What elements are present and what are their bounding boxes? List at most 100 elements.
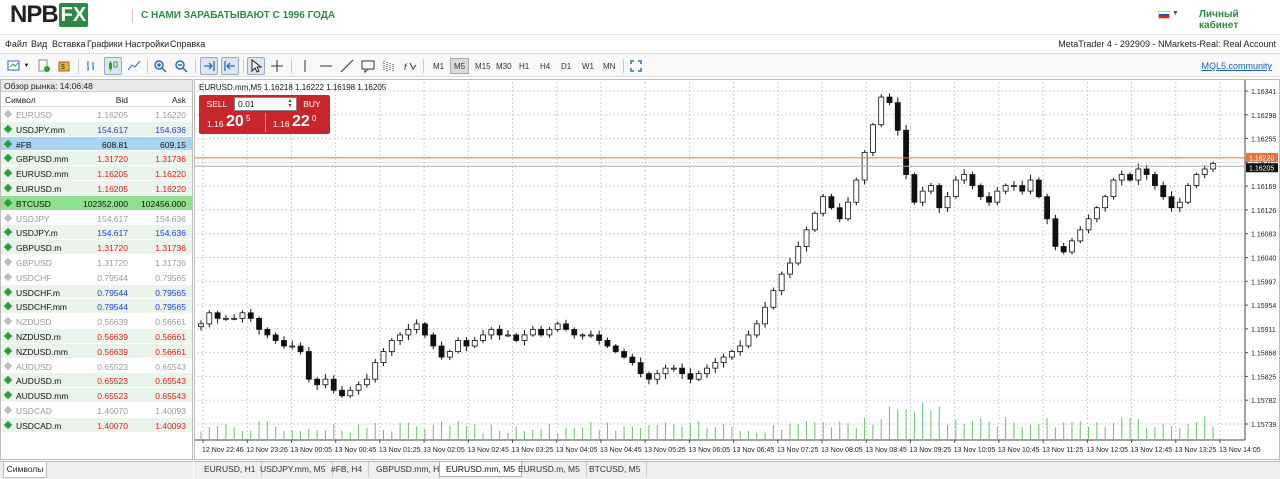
chart-ohlc-header: EURUSD.mm,M5 1.16218 1.16222 1.16198 1.1… — [199, 83, 387, 92]
profiles-icon[interactable] — [35, 57, 53, 75]
candle-body — [446, 351, 453, 358]
timeframe-m1[interactable]: M1 — [433, 62, 445, 71]
symbol-name: GBPUSD — [16, 257, 52, 268]
x-tick-label: 13 Nov 10:05 — [954, 447, 996, 454]
text-label-icon[interactable] — [359, 57, 377, 75]
col-ask[interactable]: Ask — [171, 95, 186, 105]
market-watch-row[interactable]: GBPUSD.mm 1.31720 1.31736 — [1, 151, 192, 167]
timeframe-w1[interactable]: W1 — [582, 62, 594, 71]
market-watch-row[interactable]: USDCAD 1.40070 1.40093 — [1, 402, 192, 418]
market-watch-row[interactable]: NZDUSD.m 0.56639 0.56661 — [1, 328, 192, 344]
timeframe-d1[interactable]: D1 — [561, 62, 572, 71]
menu-file[interactable]: Файл — [5, 39, 28, 49]
market-watch-row[interactable]: USDCHF.mm 0.79544 0.79565 — [1, 299, 192, 315]
market-watch-row[interactable]: EURUSD.mm 1.16205 1.16220 — [1, 166, 192, 181]
market-watch-row[interactable]: USDCAD.m 1.40070 1.40093 — [1, 417, 192, 433]
market-watch-row[interactable]: USDCHF 0.79544 0.79565 — [1, 269, 192, 285]
npbfx-logo[interactable]: NPB FX — [10, 1, 89, 28]
price-chart[interactable]: 12 Nov 22:46 12 Nov 23:26 13 Nov 00:05 13 N… — [195, 80, 1279, 459]
zoom-in-icon[interactable] — [151, 57, 169, 75]
lot-stepper[interactable]: ▲ ▼ — [287, 98, 293, 109]
market-watch-row[interactable]: AUDUSD.m 0.65523 0.65543 — [1, 373, 192, 389]
chart-tab[interactable]: BTCUSD, M5 — [583, 462, 648, 477]
symbol-status-icon — [3, 154, 13, 163]
buy-button[interactable]: BUY — [303, 99, 321, 109]
ask-price: 154.636 — [155, 124, 186, 135]
lot-size-input[interactable]: 0.01 ▲ ▼ — [234, 97, 297, 111]
menu-settings[interactable]: Настройки — [125, 39, 170, 49]
auto-scroll-icon[interactable] — [200, 57, 218, 75]
mql5-community-link[interactable]: MQL5.community — [1201, 61, 1272, 71]
y-tick-label: 1.15911 — [1251, 327, 1276, 334]
personal-cabinet-link[interactable]: Личный кабинет — [1199, 9, 1239, 31]
fibonacci-icon[interactable] — [380, 57, 398, 75]
market-watch-row[interactable]: USDCHF.m 0.79544 0.79565 — [1, 284, 192, 300]
tab-symbols[interactable]: Символы — [3, 462, 47, 478]
candle-body — [944, 196, 951, 209]
candle-body — [1027, 179, 1034, 192]
timeframe-m5[interactable]: M5 — [450, 58, 470, 74]
bar-chart-icon[interactable] — [83, 57, 101, 75]
fullscreen-icon[interactable] — [627, 57, 645, 75]
chevron-down-icon[interactable]: ▼ — [23, 63, 30, 69]
zoom-out-icon[interactable] — [172, 57, 190, 75]
market-watch-row[interactable]: AUDUSD 0.65523 0.65543 — [1, 358, 192, 374]
y-tick-label: 1.16169 — [1251, 184, 1276, 191]
vertical-line-icon[interactable] — [296, 57, 314, 75]
candle-body — [339, 389, 345, 397]
chart-tabs: EURUSD, H1 USDJPY.mm, M5 #FB, H4 GBPUSD.mm,… — [194, 461, 1280, 479]
timeframe-h1[interactable]: H1 — [519, 62, 530, 71]
candle-body — [679, 367, 686, 375]
market-watch-row[interactable]: NZDUSD.mm 0.56639 0.56661 — [1, 343, 192, 359]
chart-tab[interactable]: EURUSD.m, M5 — [512, 462, 587, 477]
chart-tab[interactable]: EURUSD, H1 — [198, 462, 263, 477]
chart-window[interactable]: 12 Nov 22:46 12 Nov 23:26 13 Nov 00:05 13 N… — [194, 79, 1280, 460]
ru-flag-icon[interactable] — [1158, 11, 1170, 19]
market-watch-row[interactable]: USDJPY 154.617 154.636 — [1, 210, 192, 226]
col-bid[interactable]: Bid — [115, 95, 128, 105]
menu-insert[interactable]: Вставка — [52, 39, 86, 49]
market-watch-icon[interactable]: $ — [56, 57, 74, 75]
crosshair-icon[interactable] — [268, 57, 286, 75]
chart-shift-icon[interactable] — [221, 57, 239, 75]
ask-price: 1.16220 — [155, 183, 186, 194]
indicators-icon[interactable]: f — [401, 57, 419, 75]
bid-price: 102352.000 — [83, 198, 128, 209]
market-watch-row[interactable]: EURUSD 1.16205 1.16220 — [1, 107, 192, 122]
chart-tab[interactable]: #FB, H4 — [325, 462, 370, 477]
candle-body — [347, 389, 354, 397]
candlestick-chart-icon[interactable] — [104, 57, 122, 75]
timeframe-m30[interactable]: M30 — [496, 62, 512, 71]
market-watch-row[interactable]: EURUSD.m 1.16205 1.16220 — [1, 180, 192, 196]
market-watch-tabs: Символы — [0, 461, 193, 479]
chevron-down-icon[interactable]: ▼ — [1172, 10, 1179, 17]
candle-body — [1035, 179, 1042, 198]
timeframe-h4[interactable]: H4 — [540, 62, 551, 71]
market-watch-row[interactable]: USDJPY.mm 154.617 154.636 — [1, 121, 192, 137]
menu-charts[interactable]: Графики — [87, 39, 123, 49]
market-watch-row[interactable]: AUDUSD.mm 0.65523 0.65543 — [1, 388, 192, 403]
buy-price[interactable]: 1.16 22 0 — [267, 113, 329, 132]
market-watch-panel: Обзор рынка: 14:06:48 Символ Bid Ask EUR… — [0, 79, 193, 460]
sell-button[interactable]: SELL — [206, 99, 228, 109]
market-watch-row[interactable]: #FB 608.81 609.15 — [1, 136, 192, 152]
market-watch-row[interactable]: NZDUSD 0.56639 0.56661 — [1, 314, 192, 329]
trendline-icon[interactable] — [338, 57, 356, 75]
horizontal-line-icon[interactable] — [317, 57, 335, 75]
market-watch-row[interactable]: GBPUSD.m 1.31720 1.31736 — [1, 240, 192, 255]
market-watch-row[interactable]: BTCUSD 102352.000 102456.000 — [1, 195, 192, 211]
market-watch-row[interactable]: GBPUSD 1.31720 1.31736 — [1, 254, 192, 270]
col-symbol[interactable]: Символ — [5, 95, 36, 105]
line-chart-icon[interactable] — [125, 57, 143, 75]
candle-body — [845, 201, 851, 220]
sell-price[interactable]: 1.16 20 5 — [201, 113, 263, 132]
timeframe-m15[interactable]: M15 — [475, 62, 491, 71]
chart-tab[interactable]: EURUSD.mm, M5 — [439, 462, 522, 477]
timeframe-mn[interactable]: MN — [603, 62, 616, 71]
menu-help[interactable]: Справка — [170, 39, 206, 49]
chart-tab[interactable]: USDJPY.mm, M5 — [254, 462, 333, 477]
menu-view[interactable]: Вид — [31, 39, 48, 49]
cursor-icon[interactable] — [247, 57, 265, 75]
market-watch-row[interactable]: USDJPY.m 154.617 154.636 — [1, 225, 192, 241]
new-chart-icon[interactable] — [5, 57, 23, 75]
